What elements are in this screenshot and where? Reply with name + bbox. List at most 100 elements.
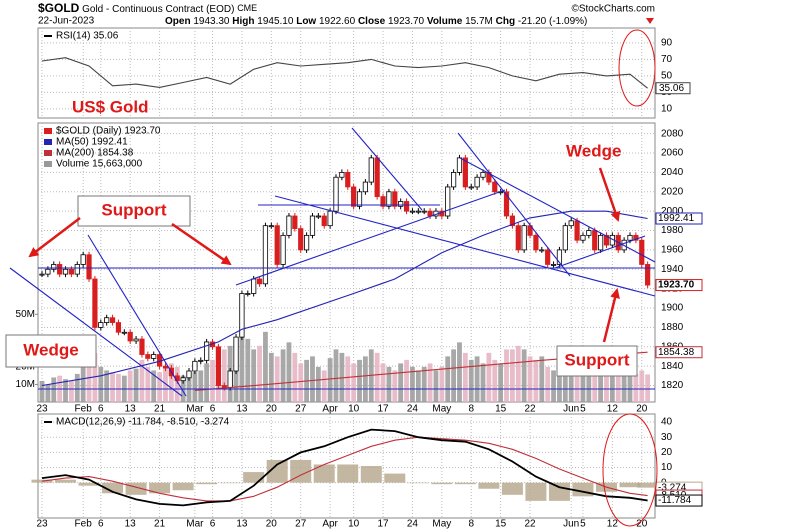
histogram-bar xyxy=(55,479,77,483)
candle xyxy=(145,354,151,359)
volume-bar xyxy=(163,368,168,402)
volume-bar xyxy=(562,356,568,402)
x-tick-label: 6 xyxy=(98,519,104,530)
y-tick-label: 2040 xyxy=(661,167,684,178)
y-tick-label: 90 xyxy=(661,38,673,49)
x-tick-label: 20 xyxy=(266,519,278,530)
volume-bar xyxy=(592,363,598,402)
histogram-bar xyxy=(266,459,288,483)
value-box xyxy=(655,82,691,95)
candle xyxy=(127,331,133,342)
volume-bar xyxy=(168,363,174,402)
quote-value: 1922.60 xyxy=(319,16,356,27)
value-box-label: 35.06 xyxy=(659,83,684,94)
quote-value: 1945.10 xyxy=(257,16,294,27)
candle xyxy=(333,176,339,212)
volume-bar xyxy=(351,363,357,402)
legend-label: MA(50) 1992.41 xyxy=(56,137,128,148)
quote-value: 1923.70 xyxy=(388,16,425,27)
x-tick-label: 13 xyxy=(125,519,137,530)
volume-bar xyxy=(92,352,98,402)
x-tick-label: 13 xyxy=(236,519,248,530)
quote-line: Open 1943.30 High 1945.10 Low 1922.60 Cl… xyxy=(165,16,587,27)
x-tick-label: 21 xyxy=(154,519,166,530)
y2-tick-label: 10M xyxy=(16,379,35,390)
quote-label: Open xyxy=(165,16,191,27)
candle xyxy=(115,322,122,333)
value-box-label: 1923.70 xyxy=(658,280,695,291)
candle xyxy=(286,215,292,236)
histogram-bar xyxy=(619,482,641,488)
candle xyxy=(533,234,539,251)
y-tick-label: 1940 xyxy=(661,264,684,275)
candle xyxy=(462,157,468,188)
volume-bar xyxy=(127,370,133,402)
highlight-ellipse xyxy=(602,413,658,527)
x-tick-label: May xyxy=(432,519,451,530)
x-tick-label: Mar xyxy=(186,519,204,530)
candle xyxy=(104,317,110,323)
volume-bar xyxy=(74,373,80,402)
x-tick-label: Apr xyxy=(322,519,338,530)
volume-bar xyxy=(110,372,115,402)
y2-tick-label: 50M xyxy=(16,309,35,320)
quote-label: Volume xyxy=(427,16,463,27)
trendline xyxy=(459,157,656,263)
trendline xyxy=(554,235,646,269)
quote-label: Low xyxy=(296,16,316,27)
x-tick-label: 12 xyxy=(607,519,619,530)
candle xyxy=(186,370,192,379)
candle xyxy=(398,201,404,207)
volume-bar xyxy=(310,356,315,402)
volume-bar xyxy=(639,370,645,402)
chart-title: US$ Gold xyxy=(72,97,149,116)
volume-bar xyxy=(439,366,445,402)
histogram-bar xyxy=(454,482,476,485)
volume-bar xyxy=(315,366,321,402)
volume-bar xyxy=(357,359,362,402)
candle xyxy=(568,220,574,227)
volume-bar xyxy=(139,359,145,402)
candle xyxy=(180,377,186,382)
y-tick-label: 30 xyxy=(661,432,673,443)
quote-label: High xyxy=(232,16,254,27)
histogram-bar xyxy=(337,464,359,483)
candle xyxy=(309,215,316,236)
trendline xyxy=(9,267,183,397)
volume-bar xyxy=(374,352,380,402)
annotation: Wedge xyxy=(23,340,78,359)
x-tick-label: Jun xyxy=(563,404,579,415)
candle xyxy=(315,215,321,218)
candle xyxy=(274,225,280,265)
volume-bar xyxy=(615,363,621,402)
value-box xyxy=(655,494,703,507)
candle xyxy=(292,215,298,229)
candle xyxy=(57,264,63,275)
volume-bar xyxy=(263,331,268,402)
candle xyxy=(139,338,145,355)
instrument-name: Gold - Continuous Contract (EOD) xyxy=(82,4,234,15)
candle xyxy=(327,210,333,227)
candle xyxy=(356,191,363,207)
candle xyxy=(221,385,227,388)
x-tick-label: Feb xyxy=(75,404,93,415)
quote-label: Chg xyxy=(496,16,515,27)
series-line xyxy=(41,57,648,89)
legend-label: Volume 15,663,000 xyxy=(56,159,143,170)
candle xyxy=(545,249,551,265)
histogram-bar xyxy=(548,482,570,501)
x-tick-label: 8 xyxy=(468,404,474,415)
candle xyxy=(98,322,104,328)
volume-bar xyxy=(392,370,398,402)
y-tick-label: 1960 xyxy=(661,245,684,256)
histogram-bar xyxy=(637,482,659,488)
y-tick-label: 2000 xyxy=(661,206,684,217)
arrow xyxy=(28,217,81,258)
x-tick-label: 24 xyxy=(407,404,419,415)
candle xyxy=(256,278,263,285)
panel-title: MACD(12,26,9) -11.784, -8.510, -3.274 xyxy=(56,417,230,428)
annotation-box xyxy=(77,195,191,227)
price-panel xyxy=(37,122,656,403)
volume-bar xyxy=(521,349,527,402)
quote-label: Close xyxy=(358,16,386,27)
